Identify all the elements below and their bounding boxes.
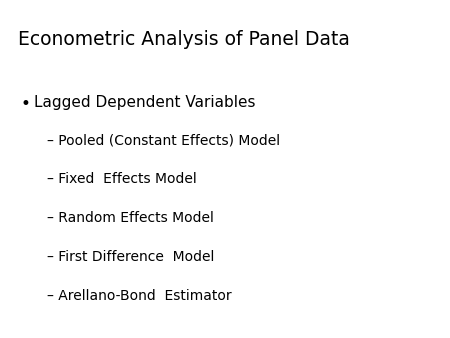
Text: – Pooled (Constant Effects) Model: – Pooled (Constant Effects) Model bbox=[47, 134, 280, 147]
Text: – First Difference  Model: – First Difference Model bbox=[47, 250, 215, 264]
Text: – Random Effects Model: – Random Effects Model bbox=[47, 211, 214, 225]
Text: Econometric Analysis of Panel Data: Econometric Analysis of Panel Data bbox=[18, 30, 350, 49]
Text: – Fixed  Effects Model: – Fixed Effects Model bbox=[47, 172, 197, 186]
Text: Lagged Dependent Variables: Lagged Dependent Variables bbox=[34, 95, 255, 110]
Text: •: • bbox=[20, 95, 30, 113]
Text: – Arellano-Bond  Estimator: – Arellano-Bond Estimator bbox=[47, 289, 232, 303]
